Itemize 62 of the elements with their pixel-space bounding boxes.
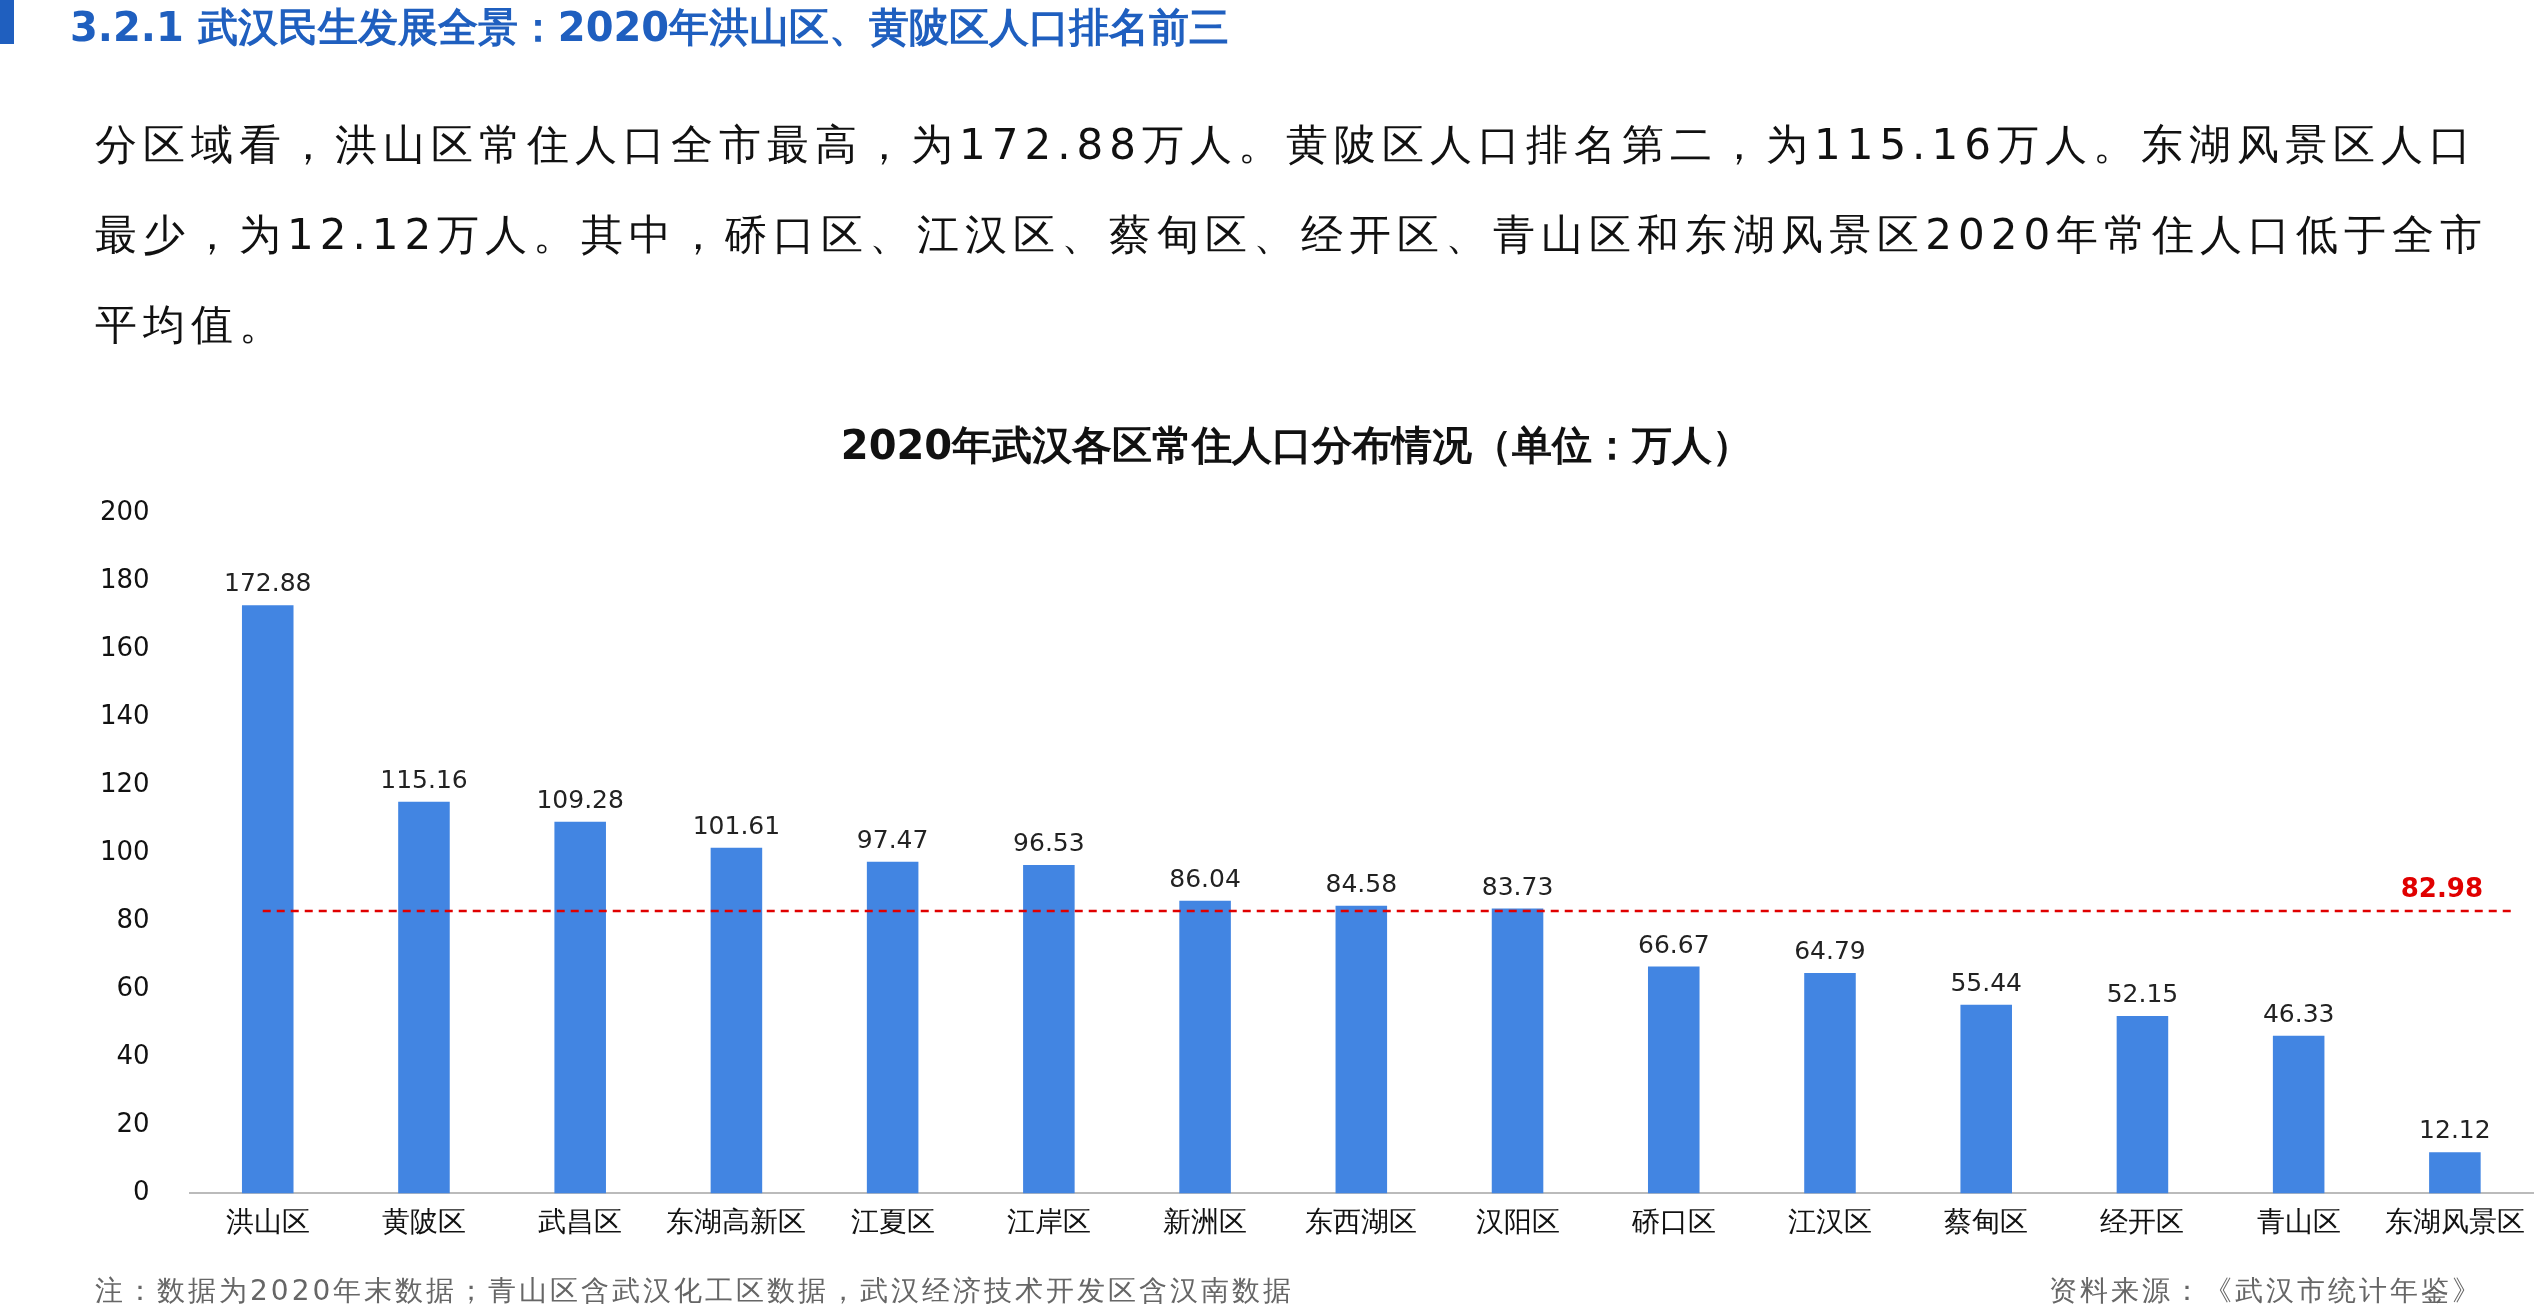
bar — [398, 801, 450, 1194]
bar — [866, 861, 919, 1194]
bar — [1023, 865, 1075, 1194]
x-tick-label: 蔡甸区 — [1944, 1205, 2029, 1239]
data-label: 115.16 — [380, 764, 468, 794]
y-tick-label: 200 — [99, 495, 150, 526]
x-tick-label: 汉阳区 — [1475, 1205, 1560, 1239]
data-label: 55.44 — [1950, 967, 2022, 997]
bar — [2116, 1015, 2169, 1194]
text: 分区域看，洪山区常住人口全市最高，为172.88万人。黄陂区人口排名第二，为115.16万人。东湖风景区人口最少，为12.12万人。其中，硚口区、江汉区、蔡甸区、经开区、青山区和东湖风景区2020年常住人口低于全市平均值。 — [95, 119, 2490, 351]
y-tick-label: 0 — [133, 1176, 150, 1207]
y-tick-label: 60 — [116, 972, 150, 1003]
bar — [241, 605, 294, 1194]
text: 资料来源：《武汉市统计年鉴》 — [2049, 1273, 2483, 1306]
data-label: 172.88 — [224, 568, 312, 598]
y-tick-label: 80 — [116, 903, 150, 934]
data-label: 97.47 — [856, 824, 929, 854]
data-label: 52.15 — [2106, 978, 2179, 1008]
y-tick-label: 100 — [99, 835, 150, 866]
bar — [1179, 900, 1231, 1194]
x-tick-label: 黄陂区 — [381, 1205, 466, 1239]
x-tick-label: 新洲区 — [1163, 1205, 1248, 1239]
data-label: 46.33 — [2262, 998, 2335, 1028]
bar — [1491, 908, 1544, 1194]
x-tick-label: 硚口区 — [1630, 1205, 1716, 1239]
x-tick-label: 江夏区 — [850, 1205, 935, 1239]
bar — [554, 821, 606, 1194]
data-label: 86.04 — [1169, 863, 1241, 893]
text: 3.2.1 武汉民生发展全景：2020年洪山区、黄陂区人口排名前三 — [70, 3, 1230, 52]
x-tick-label: 东湖风景区 — [2384, 1205, 2525, 1239]
data-label: 66.67 — [1637, 929, 1710, 959]
x-tick-label: 武昌区 — [538, 1205, 623, 1239]
x-tick-label: 江岸区 — [1006, 1205, 1091, 1239]
y-tick-label: 40 — [116, 1040, 150, 1071]
x-tick-label: 青山区 — [2256, 1205, 2341, 1239]
data-label: 84.58 — [1325, 868, 1398, 898]
bar — [2272, 1035, 2325, 1194]
chart-title: 2020年武汉各区常住人口分布情况（单位：万人） — [840, 422, 1753, 469]
data-label: 83.73 — [1481, 871, 1554, 901]
bar — [710, 847, 763, 1194]
data-label: 64.79 — [1794, 935, 1866, 965]
data-label: 96.53 — [1013, 828, 1085, 857]
bar — [1647, 966, 1700, 1194]
x-tick-label: 东湖高新区 — [666, 1205, 807, 1239]
bar — [1960, 1004, 2012, 1194]
text: 注：数据为2020年末数据；青山区含武汉化工区数据，武汉经济技术开发区含汉南数据 — [95, 1273, 1295, 1306]
y-tick-label: 160 — [99, 631, 150, 662]
x-tick-label: 东西湖区 — [1305, 1205, 1418, 1239]
ref-line-label: 82.98 — [2400, 872, 2483, 903]
data-label: 109.28 — [536, 784, 624, 814]
bar — [1335, 905, 1388, 1194]
y-tick-label: 180 — [99, 563, 150, 594]
y-tick-label: 140 — [99, 699, 150, 730]
bar — [2429, 1152, 2481, 1194]
y-tick-label: 20 — [116, 1108, 150, 1139]
x-tick-label: 经开区 — [2100, 1205, 2185, 1239]
x-tick-label: 洪山区 — [225, 1205, 310, 1239]
data-label: 101.61 — [692, 810, 781, 840]
y-tick-label: 120 — [99, 767, 150, 798]
x-tick-label: 江汉区 — [1787, 1205, 1872, 1239]
data-label: 12.12 — [2419, 1115, 2491, 1145]
bar — [1804, 972, 1856, 1194]
